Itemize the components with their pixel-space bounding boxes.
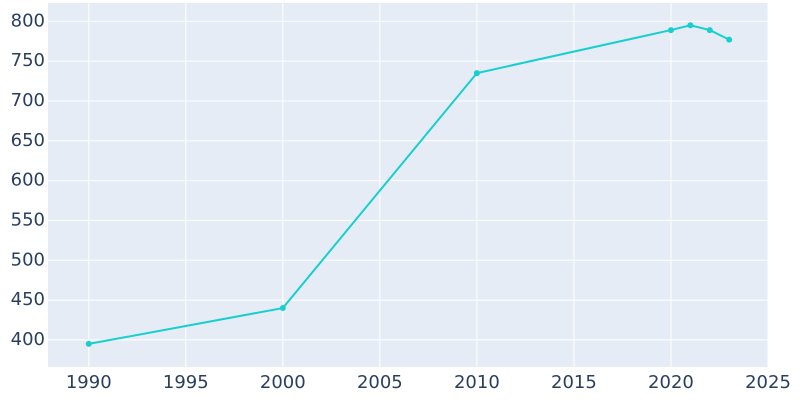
y-tick-label: 450 [11, 289, 45, 310]
x-tick-label: 1995 [163, 372, 209, 393]
y-tick-label: 400 [11, 329, 45, 350]
point [726, 36, 733, 43]
point [473, 70, 480, 77]
x-tick-label: 2010 [454, 372, 500, 393]
y-tick-label: 550 [11, 209, 45, 230]
x-tick-label: 2025 [745, 372, 791, 393]
y-tick-label: 500 [11, 249, 45, 270]
point [706, 27, 713, 34]
point [85, 340, 92, 347]
plot-area [48, 3, 768, 367]
x-tick-label: 2015 [551, 372, 597, 393]
y-tick-label: 800 [11, 10, 45, 31]
x-tick-label: 2020 [648, 372, 694, 393]
x-tick-label: 1990 [66, 372, 112, 393]
x-tick-label: 2005 [357, 372, 403, 393]
x-tick-label: 2000 [260, 372, 306, 393]
point [279, 305, 286, 312]
y-tick-label: 700 [11, 90, 45, 111]
point [667, 27, 674, 34]
point [687, 22, 694, 29]
y-tick-label: 750 [11, 50, 45, 71]
y-tick-label: 650 [11, 130, 45, 151]
y-tick-label: 600 [11, 170, 45, 191]
